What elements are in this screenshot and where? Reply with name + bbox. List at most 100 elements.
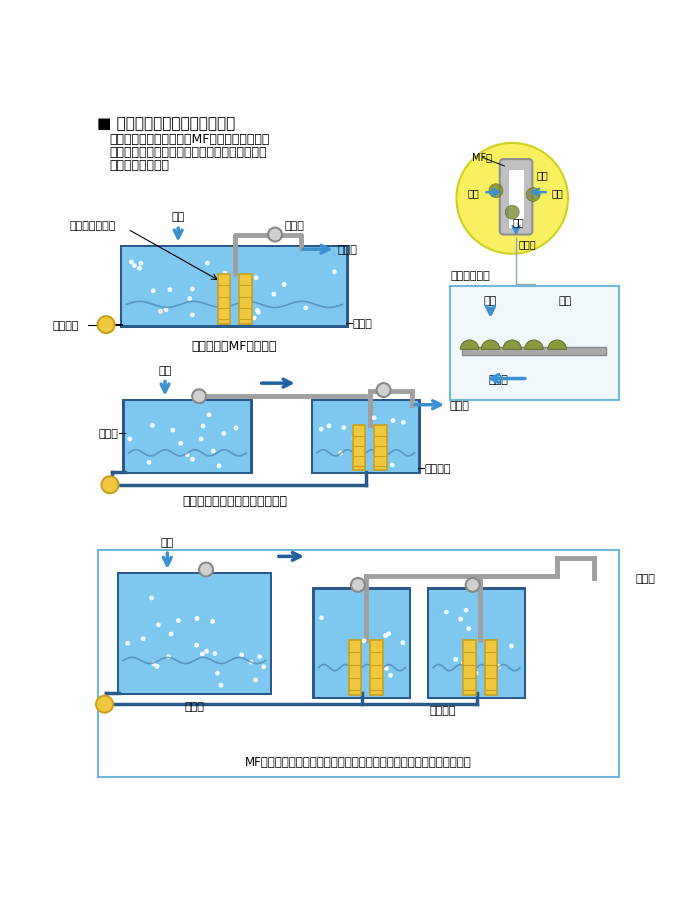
Circle shape [459, 618, 463, 621]
Circle shape [188, 297, 191, 301]
Bar [311, 399, 313, 474]
Circle shape [211, 450, 215, 453]
Circle shape [401, 641, 405, 645]
Bar [312, 588, 412, 699]
Circle shape [130, 261, 133, 265]
Text: 方法があります。: 方法があります。 [109, 159, 169, 172]
Bar [117, 573, 119, 695]
Text: P: P [469, 581, 476, 591]
Bar [311, 399, 421, 474]
Circle shape [234, 427, 238, 430]
Text: 処理水: 処理水 [449, 400, 469, 410]
Circle shape [222, 433, 225, 435]
Bar [427, 697, 526, 699]
Circle shape [211, 620, 214, 623]
Circle shape [342, 426, 346, 430]
Circle shape [356, 666, 359, 669]
Circle shape [489, 184, 503, 199]
Bar [311, 399, 421, 402]
Circle shape [169, 633, 173, 636]
Text: 膜分離槽: 膜分離槽 [429, 705, 456, 715]
Bar [485, 640, 498, 695]
Text: 曙気槽: 曙気槽 [185, 702, 204, 712]
Bar [117, 573, 272, 574]
Wedge shape [461, 340, 479, 349]
Circle shape [223, 272, 227, 275]
Circle shape [467, 628, 470, 630]
Circle shape [304, 307, 307, 311]
Bar [427, 588, 429, 699]
Text: P: P [272, 230, 279, 240]
Text: 膜分離ユニット: 膜分離ユニット [70, 221, 116, 231]
Text: 汚れ: 汚れ [559, 296, 571, 306]
Circle shape [351, 578, 365, 592]
Circle shape [363, 639, 366, 643]
Text: B: B [100, 700, 108, 710]
Text: P: P [202, 565, 209, 575]
Circle shape [192, 390, 206, 404]
Circle shape [352, 437, 356, 441]
Bar [120, 326, 349, 329]
Circle shape [272, 293, 276, 296]
Circle shape [147, 461, 150, 464]
Bar [218, 275, 230, 324]
Text: 膜分離式活性汚泥法は、MF膜を曙気槽内に入: 膜分離式活性汚泥法は、MF膜を曙気槽内に入 [109, 133, 270, 146]
Circle shape [150, 597, 153, 600]
Circle shape [199, 438, 203, 442]
Text: P: P [380, 386, 387, 396]
Bar [251, 399, 253, 474]
Circle shape [389, 674, 392, 677]
Circle shape [505, 206, 519, 220]
Circle shape [152, 663, 155, 666]
Circle shape [332, 271, 336, 275]
Circle shape [475, 672, 478, 675]
Circle shape [268, 228, 282, 242]
Text: B: B [106, 480, 114, 490]
Circle shape [217, 465, 220, 468]
Text: B: B [102, 321, 111, 330]
Circle shape [139, 262, 143, 265]
Bar [270, 573, 272, 695]
Circle shape [219, 684, 223, 687]
Bar [463, 640, 476, 695]
Bar [353, 426, 365, 470]
Text: 膜分離槽: 膜分離槽 [425, 463, 451, 473]
Circle shape [96, 696, 113, 712]
Bar [117, 573, 272, 695]
Text: 処理水: 処理水 [338, 245, 358, 255]
Circle shape [168, 289, 172, 292]
Circle shape [391, 419, 395, 423]
Text: 原水: 原水 [161, 537, 174, 547]
Circle shape [456, 144, 568, 255]
Wedge shape [524, 340, 543, 349]
Circle shape [167, 656, 170, 658]
Circle shape [454, 658, 457, 661]
Text: 汚れ: 汚れ [512, 218, 524, 228]
Circle shape [190, 288, 194, 292]
Bar [349, 640, 361, 695]
Bar [427, 588, 526, 699]
Bar [462, 348, 606, 355]
Text: MF膜: MF膜 [472, 152, 492, 162]
Bar [120, 246, 349, 247]
Circle shape [510, 645, 513, 648]
Circle shape [150, 424, 154, 427]
Circle shape [195, 617, 199, 620]
Bar [312, 697, 412, 699]
Circle shape [339, 452, 342, 455]
Circle shape [216, 672, 219, 675]
Bar [312, 588, 314, 699]
Circle shape [254, 678, 258, 682]
Circle shape [202, 424, 204, 428]
Circle shape [256, 310, 259, 312]
Circle shape [391, 464, 394, 467]
Circle shape [327, 424, 330, 428]
Circle shape [179, 442, 183, 445]
Text: ■ 膜分離式活性汚泥法のしくみ: ■ 膜分離式活性汚泥法のしくみ [97, 116, 235, 131]
FancyBboxPatch shape [450, 287, 619, 401]
Circle shape [320, 617, 323, 619]
Circle shape [207, 414, 211, 417]
Text: MF膜を洗浄しやすいように、膜分離槽を多槽にする場合もあります。: MF膜を洗浄しやすいように、膜分離槽を多槽にする場合もあります。 [246, 755, 472, 768]
Circle shape [379, 455, 383, 459]
Bar [312, 588, 412, 590]
